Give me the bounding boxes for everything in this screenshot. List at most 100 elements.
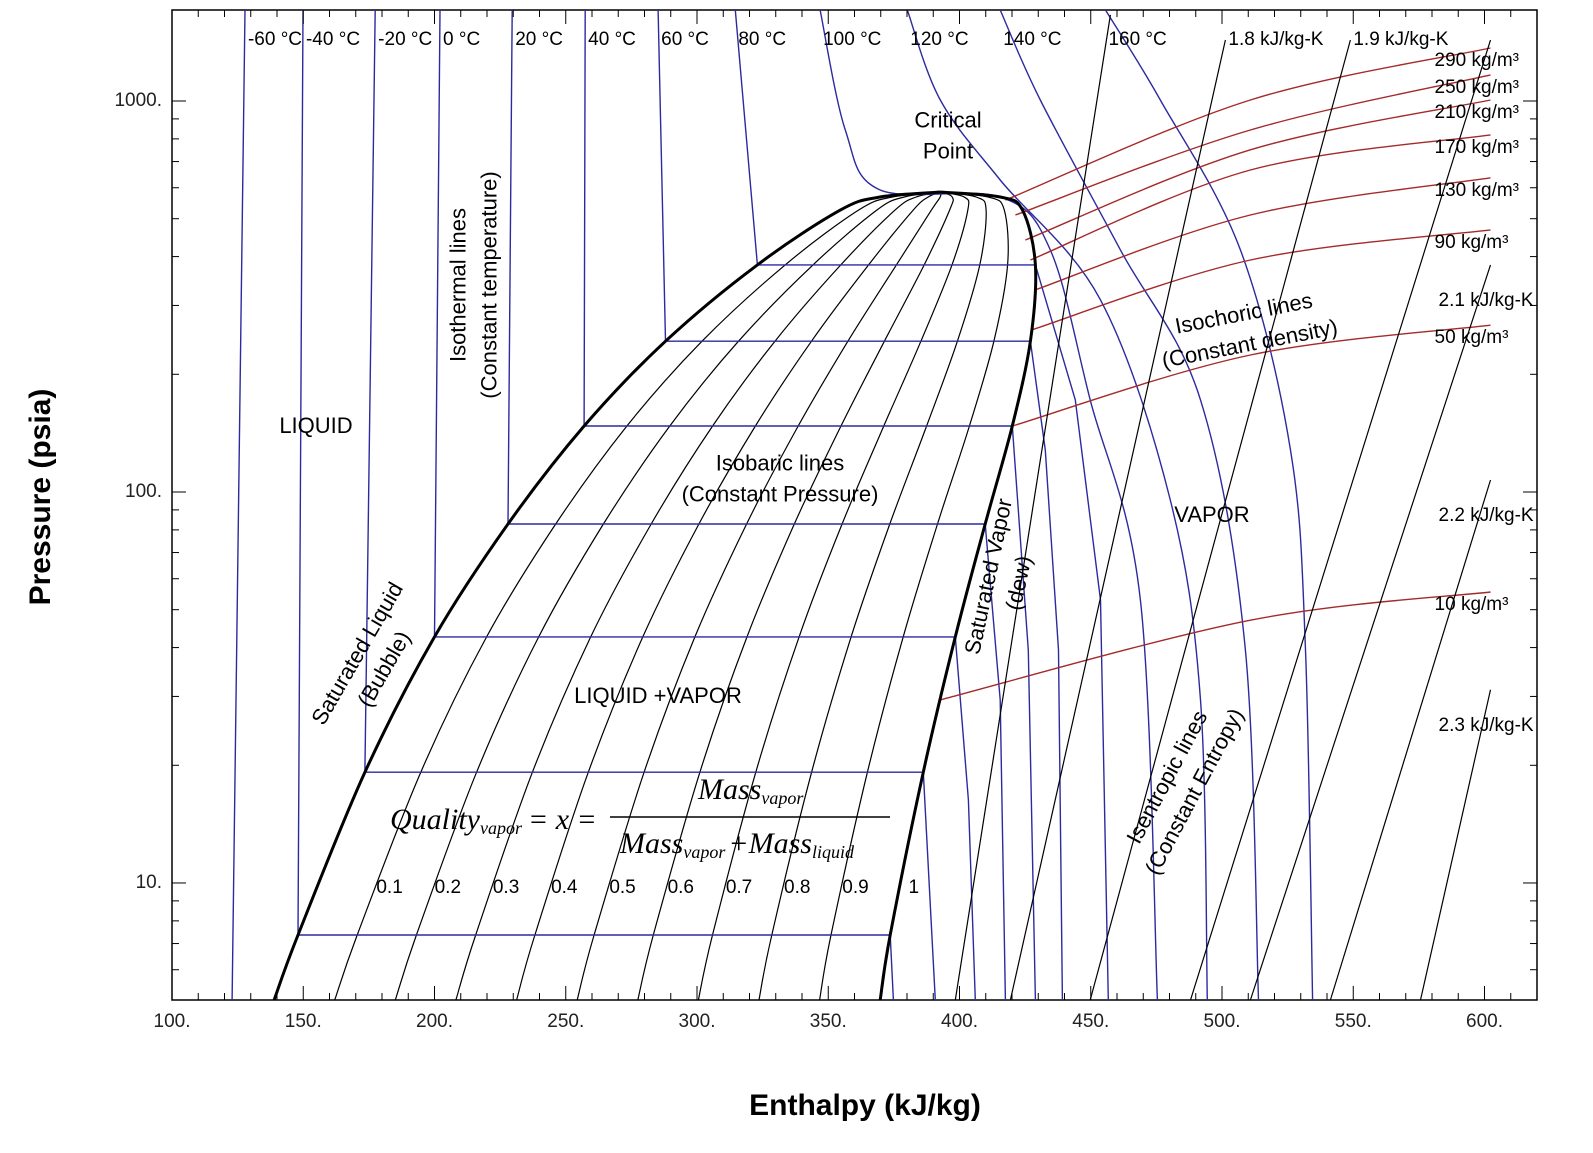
isentrope	[954, 14, 1111, 1000]
isotherm	[364, 10, 936, 1000]
isotherm-label: 20 °C	[515, 29, 563, 50]
isotherm	[297, 10, 895, 1000]
x-tick-label: 250.	[547, 1011, 584, 1032]
formula-left: Qualityvapor = x =	[390, 803, 597, 838]
quality-line	[516, 191, 941, 1000]
formula-subscript: liquid	[812, 842, 855, 862]
quality-line	[819, 191, 1009, 1000]
isotherm-label: 100 °C	[823, 29, 881, 50]
quality-line	[758, 191, 987, 1000]
quality-line	[455, 191, 941, 1000]
quality-label: 0.7	[726, 877, 752, 898]
isentrope-label: 2.3 kJ/kg-K	[1439, 715, 1534, 736]
formula-term: Quality	[390, 803, 481, 836]
formula-term: +Mass	[728, 827, 812, 860]
isochore	[1025, 99, 1491, 241]
isentrope	[1189, 39, 1492, 1000]
x-tick-label: 350.	[810, 1011, 847, 1032]
quality-line	[637, 191, 954, 1000]
annotation: Isobaric lines	[716, 450, 844, 475]
isotherm-label: -20 °C	[378, 29, 432, 50]
formula-numerator: Massvapor	[697, 773, 804, 808]
quality-label: 0.4	[551, 877, 578, 898]
formula-term: Mass	[619, 827, 683, 860]
isentrope-label: 1.9 kJ/kg-K	[1353, 29, 1448, 50]
isotherm	[657, 10, 1064, 1000]
isochore-label: 10 kg/m³	[1435, 594, 1509, 615]
isochore-label: 250 kg/m³	[1435, 77, 1519, 98]
isotherm-label: 120 °C	[910, 29, 968, 50]
x-tick-label: 200.	[416, 1011, 453, 1032]
annotation: Point	[923, 138, 973, 163]
saturation-curve	[878, 190, 1038, 1000]
x-tick-label: 100.	[154, 1011, 191, 1032]
quality-label: 0.6	[668, 877, 694, 898]
y-tick-label: 100.	[125, 481, 162, 502]
isochore-label: 90 kg/m³	[1435, 232, 1509, 253]
quality-line	[576, 191, 942, 1000]
isotherm	[906, 10, 1208, 1000]
isentrope-label: 2.2 kJ/kg-K	[1439, 505, 1534, 526]
isochore-label: 50 kg/m³	[1435, 327, 1509, 348]
quality-label: 0.5	[609, 877, 635, 898]
isotherm	[1104, 10, 1314, 1000]
isochore	[1015, 74, 1491, 216]
formula-subscript: vapor	[683, 842, 726, 862]
quality-line	[394, 191, 941, 1000]
isentrope	[1329, 479, 1492, 1000]
formula-equals: = x =	[528, 803, 597, 836]
formula-term: Mass	[697, 773, 761, 806]
quality-label: 0.3	[493, 877, 519, 898]
isotherm-label: 0 °C	[443, 29, 480, 50]
y-axis-title: Pressure (psia)	[24, 389, 57, 606]
annotation: Critical	[914, 107, 981, 132]
curves	[231, 10, 1492, 1000]
y-tick-label: 10.	[136, 872, 162, 893]
isotherm	[999, 10, 1260, 1000]
isentrope	[1009, 39, 1226, 1000]
annotation: LIQUID	[279, 413, 352, 438]
isotherm-label: -60 °C	[248, 29, 302, 50]
saturation-curve	[272, 190, 941, 1000]
isochore	[1005, 47, 1491, 201]
isochore-label: 170 kg/m³	[1435, 137, 1519, 158]
annotation: LIQUID +VAPOR	[574, 683, 742, 708]
x-tick-label: 500.	[1204, 1011, 1241, 1032]
isochore	[1012, 324, 1491, 427]
isotherm-label: 40 °C	[588, 29, 636, 50]
quality-line	[334, 191, 941, 1000]
isotherm-label: 80 °C	[738, 29, 786, 50]
isotherm	[819, 10, 1159, 1000]
x-tick-label: 150.	[285, 1011, 322, 1032]
annotation: (Constant temperature)	[476, 171, 501, 398]
annotation: (dew)	[1001, 553, 1037, 612]
formula-denominator: Massvapor +Massliquid	[619, 827, 855, 862]
x-tick-label: 600.	[1466, 1011, 1503, 1032]
x-axis-title: Enthalpy (kJ/kg)	[749, 1089, 981, 1122]
annotation: VAPOR	[1174, 502, 1249, 527]
isochore-label: 290 kg/m³	[1435, 50, 1519, 71]
x-tick-label: 300.	[679, 1011, 716, 1032]
isochore	[1031, 229, 1491, 331]
isotherm	[231, 10, 246, 1000]
x-tick-label: 400.	[941, 1011, 978, 1032]
annotation: (Constant Pressure)	[682, 481, 879, 506]
isochore	[940, 591, 1491, 701]
isentrope-label: 1.8 kJ/kg-K	[1228, 29, 1323, 50]
isentrope-label: 2.1 kJ/kg-K	[1439, 290, 1534, 311]
isochore	[1035, 177, 1491, 291]
quality-label: 0.2	[435, 877, 461, 898]
isentrope	[1089, 39, 1351, 1000]
quality-label: 1	[908, 877, 919, 898]
quality-label: 0.9	[842, 877, 868, 898]
y-tick-label: 1000.	[114, 90, 162, 111]
x-tick-label: 550.	[1335, 1011, 1372, 1032]
quality-label: 0.8	[784, 877, 810, 898]
isentrope	[1249, 264, 1492, 1000]
isotherm-label: 140 °C	[1003, 29, 1061, 50]
isotherm	[734, 10, 1109, 1000]
isochore-label: 210 kg/m³	[1435, 102, 1519, 123]
quality-label: 0.1	[376, 877, 402, 898]
isotherm-label: 160 °C	[1108, 29, 1166, 50]
